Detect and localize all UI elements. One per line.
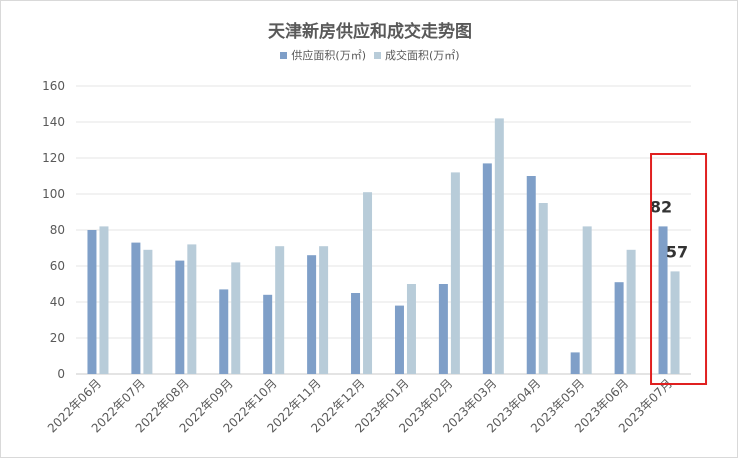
legend-item-transaction[interactable]: 成交面积(万㎡) [374,47,460,63]
data-label: 82 [650,197,672,216]
bar-transaction [582,226,592,374]
y-tick-label: 20 [50,331,65,345]
bar-supply [263,294,273,374]
bar-supply [394,305,404,374]
bar-transaction [406,284,416,374]
bar-supply [658,226,668,374]
bar-transaction [231,262,241,374]
bar-supply [219,289,229,374]
bar-transaction [538,203,548,374]
bar-supply [351,293,361,374]
bar-transaction [99,226,109,374]
bar-transaction [450,172,460,374]
bar-supply [438,284,448,374]
data-label: 57 [666,242,688,261]
y-tick-label: 80 [50,223,65,237]
bar-supply [131,242,141,374]
bar-transaction [626,249,636,374]
y-tick-label: 140 [42,115,65,129]
y-tick-label: 120 [42,151,65,165]
bar-supply [307,255,317,374]
legend-swatch-transaction [374,51,381,59]
bar-transaction [319,246,329,374]
bar-supply [526,176,536,374]
bar-transaction [363,192,373,374]
legend-swatch-supply [280,51,288,59]
bar-supply [87,230,97,374]
legend-label-transaction: 成交面积(万㎡) [385,49,460,62]
chart-title: 天津新房供应和成交走势图 [268,22,472,42]
legend-label-supply: 供应面积(万㎡) [291,49,366,62]
y-tick-label: 0 [57,367,65,381]
bar-transaction [275,246,285,374]
highlight-box [650,153,708,385]
bar-supply [570,352,580,374]
y-tick-label: 160 [42,79,65,93]
y-tick-label: 100 [42,187,65,201]
y-tick-label: 40 [50,295,65,309]
bar-supply [614,282,624,374]
bar-transaction [187,244,197,374]
bar-supply [482,163,492,374]
bar-supply [175,260,185,374]
legend-item-supply[interactable]: 供应面积(万㎡) [280,47,366,63]
y-tick-label: 60 [50,259,65,273]
bar-transaction [670,271,680,374]
bar-transaction [143,249,153,374]
legend: 供应面积(万㎡) 成交面积(万㎡) [1,47,737,63]
bar-transaction [494,118,504,375]
